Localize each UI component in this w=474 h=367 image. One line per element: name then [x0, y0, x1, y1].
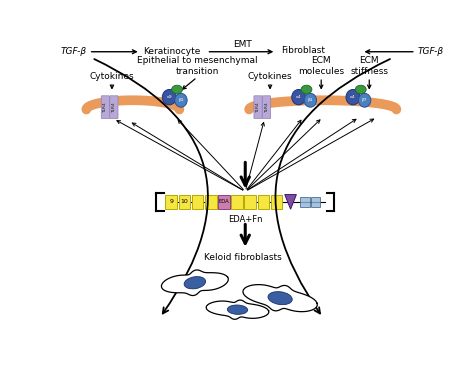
Ellipse shape [292, 90, 306, 105]
Text: TLR4: TLR4 [112, 102, 116, 113]
Text: EDA: EDA [219, 199, 229, 204]
Text: α9: α9 [166, 95, 172, 99]
Text: TGF-β: TGF-β [61, 47, 87, 56]
FancyBboxPatch shape [311, 197, 320, 207]
Ellipse shape [356, 85, 366, 94]
Polygon shape [285, 195, 296, 209]
FancyBboxPatch shape [245, 195, 256, 209]
FancyBboxPatch shape [254, 96, 262, 119]
Text: Keloid fibroblasts: Keloid fibroblasts [204, 254, 282, 262]
FancyBboxPatch shape [300, 197, 310, 207]
Ellipse shape [268, 292, 292, 305]
Text: TLR4: TLR4 [264, 102, 269, 113]
Ellipse shape [172, 85, 182, 94]
Text: α4: α4 [296, 95, 301, 99]
FancyBboxPatch shape [218, 195, 230, 209]
Text: TLR4: TLR4 [103, 102, 108, 113]
Text: Keratinocyte: Keratinocyte [143, 47, 201, 56]
FancyBboxPatch shape [179, 195, 190, 209]
Polygon shape [206, 300, 269, 319]
Text: Cytokines: Cytokines [90, 72, 134, 81]
Text: ECM
stiffness: ECM stiffness [350, 56, 388, 76]
Text: 10: 10 [181, 199, 188, 204]
FancyBboxPatch shape [258, 195, 269, 209]
Text: Epithelial to mesenchymal
transition: Epithelial to mesenchymal transition [137, 56, 257, 76]
Ellipse shape [304, 93, 317, 107]
FancyBboxPatch shape [101, 96, 109, 119]
FancyBboxPatch shape [165, 195, 177, 209]
Text: TLR4: TLR4 [256, 102, 260, 113]
Text: Fibroblast: Fibroblast [281, 47, 325, 55]
Text: β1: β1 [178, 98, 184, 102]
FancyBboxPatch shape [271, 195, 283, 209]
Polygon shape [243, 285, 317, 312]
FancyBboxPatch shape [110, 96, 118, 119]
Ellipse shape [228, 305, 248, 315]
Text: β7: β7 [362, 98, 367, 102]
Text: β1: β1 [308, 98, 313, 102]
Ellipse shape [184, 277, 206, 289]
FancyBboxPatch shape [263, 96, 271, 119]
Ellipse shape [358, 93, 371, 107]
Text: ECM
molecules: ECM molecules [298, 56, 344, 76]
Polygon shape [161, 270, 228, 295]
Text: EMT: EMT [233, 40, 252, 49]
FancyBboxPatch shape [205, 195, 217, 209]
Text: Cytokines: Cytokines [248, 72, 292, 81]
FancyBboxPatch shape [231, 195, 243, 209]
Text: TGF-β: TGF-β [418, 47, 444, 56]
Ellipse shape [175, 93, 187, 107]
Ellipse shape [162, 90, 176, 105]
Ellipse shape [346, 90, 360, 105]
Text: 9: 9 [169, 199, 173, 204]
Ellipse shape [301, 85, 312, 94]
Text: α4: α4 [350, 95, 356, 99]
FancyBboxPatch shape [192, 195, 203, 209]
Text: EDA+Fn: EDA+Fn [228, 215, 263, 224]
